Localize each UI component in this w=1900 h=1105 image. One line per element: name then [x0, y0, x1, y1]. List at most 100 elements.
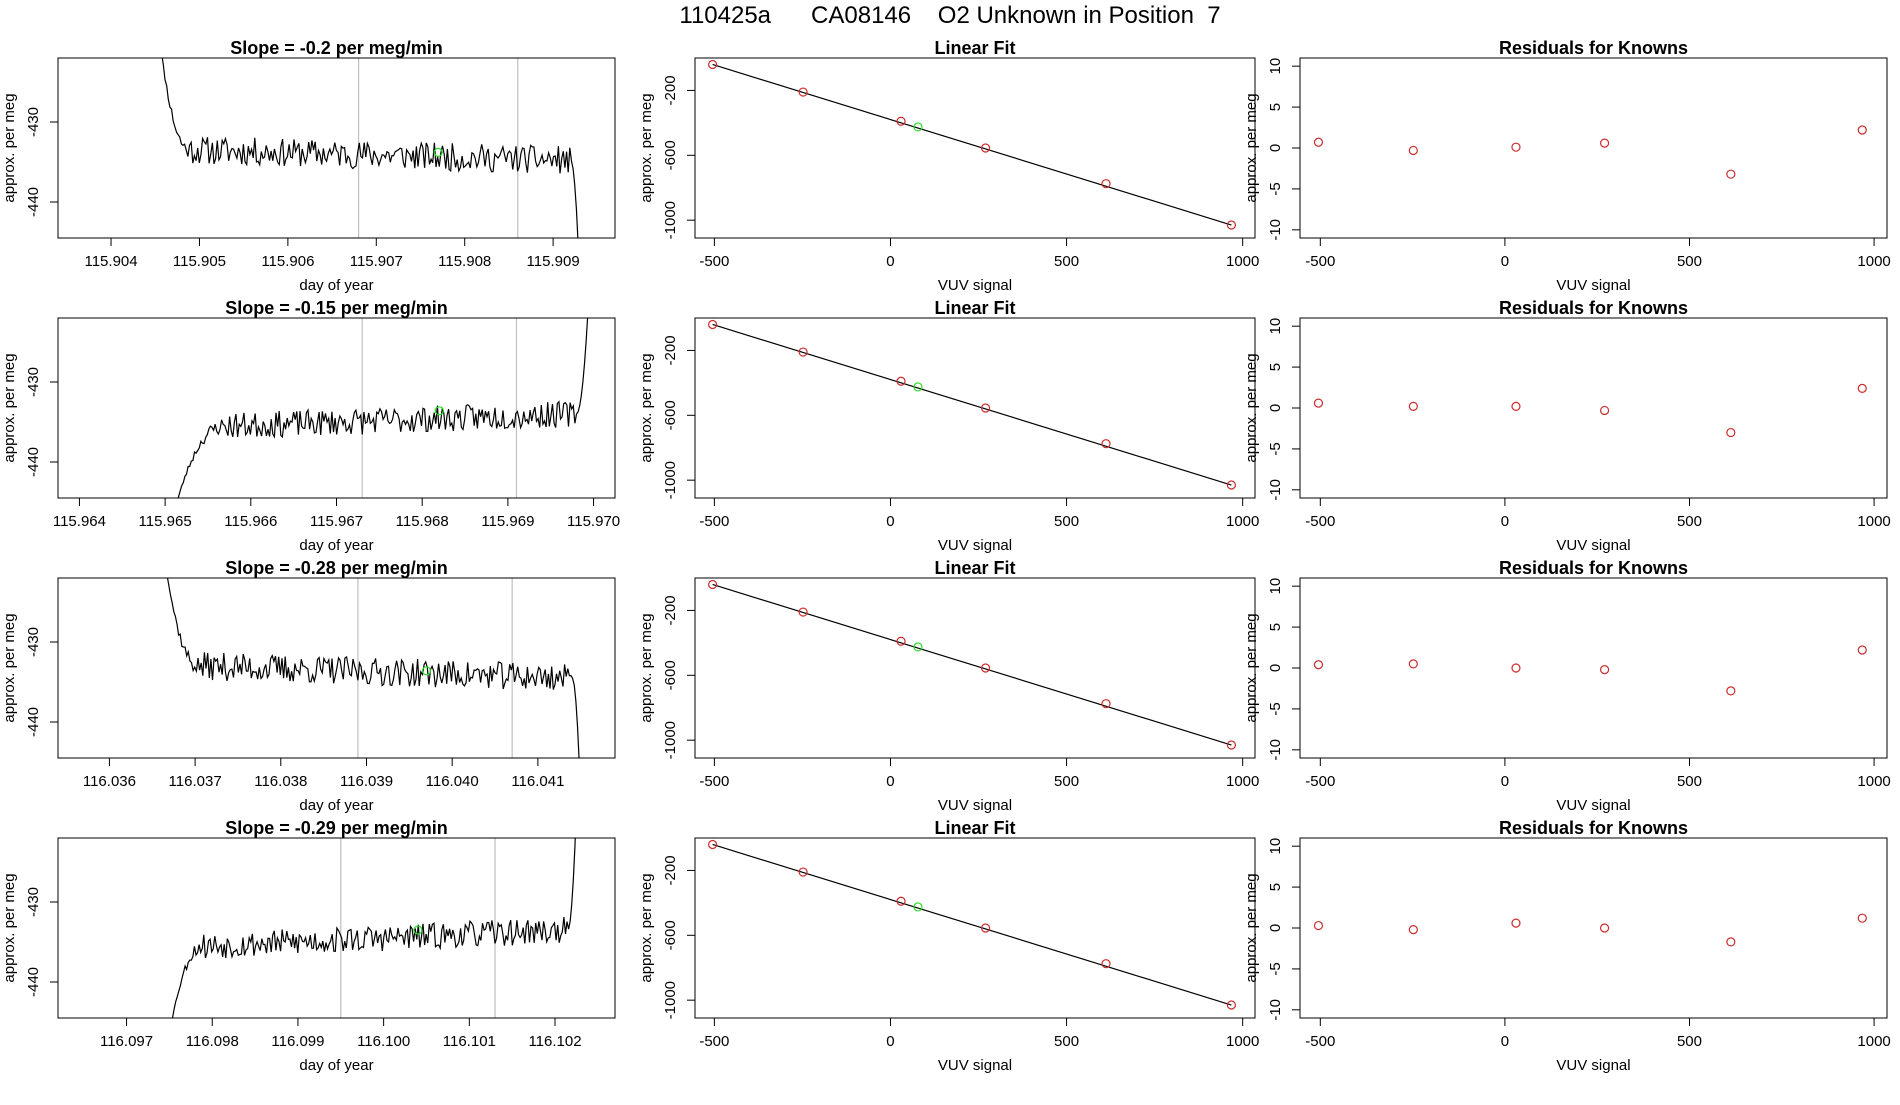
- y-tick-label: -440: [25, 187, 42, 217]
- known-point: [798, 347, 808, 357]
- x-axis-label: VUV signal: [1556, 277, 1630, 294]
- y-tick-label: 5: [1267, 363, 1284, 371]
- x-tick-label: -500: [699, 253, 729, 270]
- x-tick-label: 115.964: [53, 513, 106, 530]
- fit-panel-3: Linear Fit VUV signal approx. per meg -500 0…: [638, 818, 1259, 1074]
- x-tick-label: 115.967: [310, 513, 363, 530]
- plot-area: [171, 838, 576, 1018]
- plot-area: [1313, 913, 1867, 947]
- y-tick-label: 10: [1267, 58, 1284, 75]
- residuals-panel-2: Residuals for Knowns VUV signal approx. pe…: [1243, 558, 1891, 814]
- y-tick-label: 0: [1267, 144, 1284, 152]
- residual-point: [1726, 427, 1736, 438]
- y-tick-label: -440: [25, 967, 42, 997]
- panel-title: Residuals for Knowns: [1499, 558, 1688, 578]
- y-axis-label: approx. per meg: [1, 873, 18, 982]
- residual-point: [1857, 125, 1867, 135]
- unknown-point: [413, 925, 423, 935]
- residual-point: [1408, 659, 1418, 669]
- panel-title: Residuals for Knowns: [1499, 818, 1688, 838]
- residual-point: [1599, 923, 1610, 933]
- known-point: [1226, 740, 1237, 750]
- plot-area: [708, 839, 1237, 1010]
- y-tick-label: 5: [1267, 883, 1284, 891]
- x-axis-label: VUV signal: [938, 537, 1012, 554]
- residual-point: [1511, 142, 1521, 152]
- known-point: [1101, 959, 1111, 969]
- y-axis-label: approx. per meg: [1, 93, 18, 202]
- x-tick-label: 115.909: [527, 253, 580, 270]
- y-tick-label: -1000: [662, 721, 679, 759]
- known-point: [708, 319, 718, 330]
- known-point: [1226, 480, 1237, 490]
- residual-point: [1599, 138, 1610, 148]
- y-tick-label: -600: [662, 660, 679, 690]
- panel-title: Linear Fit: [934, 558, 1015, 578]
- plot-area: [161, 58, 579, 238]
- y-tick-label: 0: [1267, 924, 1284, 932]
- y-axis-label: approx. per meg: [1243, 873, 1260, 982]
- y-tick-label: -600: [662, 920, 679, 950]
- x-tick-label: -500: [699, 1033, 729, 1050]
- x-tick-label: 116.038: [254, 773, 307, 790]
- y-tick-label: -200: [662, 595, 679, 625]
- x-tick-label: 500: [1054, 773, 1079, 790]
- x-tick-label: 116.100: [357, 1033, 410, 1050]
- y-axis-label: approx. per meg: [638, 93, 655, 202]
- x-tick-label: 0: [1501, 773, 1509, 790]
- residual-point: [1726, 686, 1736, 696]
- x-tick-label: 500: [1677, 513, 1702, 530]
- x-tick-label: 116.098: [186, 1033, 239, 1050]
- x-tick-label: 1000: [1857, 513, 1890, 530]
- residual-point: [1408, 401, 1418, 411]
- y-tick-label: -5: [1267, 702, 1284, 715]
- plot-frame: [57, 57, 616, 239]
- residual-point: [1313, 660, 1324, 670]
- fit-line: [712, 63, 1232, 226]
- known-point: [1101, 179, 1111, 189]
- known-point: [1226, 220, 1237, 230]
- residual-point: [1726, 937, 1736, 947]
- y-tick-label: -200: [662, 335, 679, 365]
- unknown-point: [433, 147, 443, 157]
- y-tick-label: -5: [1267, 182, 1284, 195]
- y-tick-label: -430: [25, 107, 42, 137]
- residual-point: [1511, 663, 1521, 673]
- x-tick-label: 116.037: [169, 773, 222, 790]
- x-tick-label: 500: [1677, 773, 1702, 790]
- fit-panel-2: Linear Fit VUV signal approx. per meg -500 0…: [638, 558, 1259, 814]
- plot-area: [708, 319, 1237, 490]
- known-point: [896, 376, 906, 386]
- y-tick-label: -10: [1267, 219, 1284, 241]
- fit-panel-1: Linear Fit VUV signal approx. per meg -500 0…: [638, 298, 1259, 554]
- panel-title: Slope = -0.15 per meg/min: [225, 298, 448, 318]
- panel-title: Residuals for Knowns: [1499, 298, 1688, 318]
- residual-point: [1408, 145, 1418, 156]
- unknown-point: [913, 642, 923, 652]
- known-point: [980, 923, 991, 933]
- panel-title: Linear Fit: [934, 38, 1015, 58]
- x-tick-label: -500: [699, 513, 729, 530]
- x-tick-label: -500: [1305, 1033, 1335, 1050]
- y-axis-label: approx. per meg: [1, 613, 18, 722]
- x-tick-label: 115.968: [396, 513, 449, 530]
- time-panel-0: Slope = -0.2 per meg/min day of year appro…: [1, 38, 616, 294]
- x-tick-label: 500: [1677, 253, 1702, 270]
- known-point: [798, 867, 808, 877]
- x-tick-label: 500: [1054, 513, 1079, 530]
- residual-point: [1313, 920, 1324, 931]
- x-tick-label: 0: [1501, 253, 1509, 270]
- known-point: [896, 896, 906, 906]
- x-tick-label: 1000: [1226, 773, 1259, 790]
- data-trace: [161, 58, 579, 238]
- x-tick-label: 116.097: [100, 1033, 153, 1050]
- x-tick-label: 0: [886, 773, 894, 790]
- x-tick-label: 1000: [1226, 253, 1259, 270]
- plot-frame: [1299, 577, 1888, 759]
- x-axis-label: VUV signal: [1556, 537, 1630, 554]
- x-tick-label: 500: [1054, 1033, 1079, 1050]
- known-point: [798, 87, 808, 97]
- x-tick-label: 115.965: [139, 513, 192, 530]
- plot-area: [1313, 125, 1867, 179]
